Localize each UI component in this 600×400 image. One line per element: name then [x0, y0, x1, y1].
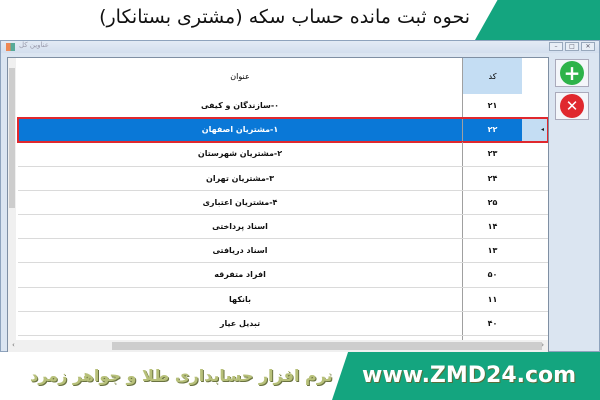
add-button[interactable]: + — [555, 59, 589, 87]
title-bar: عناوین کل – □ ✕ — [1, 41, 599, 53]
table-row[interactable]: ۱۳ اسناد دریافتی — [18, 239, 548, 264]
top-banner: نحوه ثبت مانده حساب سکه (مشتری بستانکار) — [0, 0, 600, 40]
cell-code[interactable]: ۱۳ — [462, 239, 522, 263]
cell-title[interactable]: تبدیل عیار — [219, 318, 261, 328]
banner-title: نحوه ثبت مانده حساب سکه (مشتری بستانکار) — [99, 6, 470, 28]
row-header[interactable] — [522, 288, 548, 311]
table-row[interactable]: ۵۰ افراد متفرقه — [18, 263, 548, 288]
cell-code[interactable]: ۱۴ — [462, 215, 522, 239]
window-title: عناوین کل — [19, 41, 49, 49]
banner-accent-shape — [475, 0, 600, 40]
table-row[interactable]: ۴۰ تبدیل عیار — [18, 311, 548, 336]
table-row[interactable]: ۱۴ اسناد پرداختی — [18, 215, 548, 240]
row-header[interactable] — [522, 239, 548, 262]
table-row[interactable]: ◂ ۲۲ ۱-مشتریان اصفهان — [17, 117, 548, 144]
table-row[interactable]: ۲۴ ۳-مشتریان تهران — [18, 166, 548, 191]
row-header[interactable] — [522, 142, 548, 165]
close-button[interactable]: ✕ — [581, 42, 595, 51]
slogan: نرم افزار حسابداری طلا و جواهر زمرد — [30, 366, 333, 385]
cell-title[interactable]: بانکها — [229, 294, 251, 304]
cell-title[interactable]: ۰-سازندگان و کیفی — [200, 101, 280, 111]
table-row[interactable]: ۲۵ ۴-مشتریان اعتباری — [18, 190, 548, 215]
minimize-button[interactable]: – — [549, 42, 563, 51]
grid-header: کد عنوان — [18, 58, 548, 94]
website-url[interactable]: www.ZMD24.com — [362, 363, 577, 388]
cell-title[interactable]: افراد متفرقه — [214, 270, 266, 280]
vertical-scrollbar[interactable] — [8, 58, 16, 340]
plus-icon: + — [560, 61, 584, 85]
app-icon — [6, 43, 15, 51]
table-row[interactable]: ۲۳ ۲-مشتریان شهرستان — [18, 142, 548, 167]
row-header[interactable] — [522, 167, 548, 190]
cell-code[interactable]: ۱۱ — [462, 287, 522, 311]
close-icon: ✕ — [560, 94, 584, 118]
column-header-title[interactable]: عنوان — [230, 71, 250, 81]
window: عناوین کل – □ ✕ کد عنوان ۲۱ ۰-سازندگان و… — [0, 40, 600, 353]
accounts-grid: کد عنوان ۲۱ ۰-سازندگان و کیفی ◂ ۲۲ ۱-مشتر… — [7, 57, 549, 353]
maximize-button[interactable]: □ — [565, 42, 579, 51]
bottom-banner: www.ZMD24.com نرم افزار حسابداری طلا و ج… — [0, 352, 600, 400]
row-header[interactable] — [522, 263, 548, 286]
cell-title[interactable]: اسناد پرداختی — [212, 222, 268, 232]
cell-code[interactable]: ۲۲ — [462, 118, 522, 142]
row-header[interactable] — [522, 215, 548, 238]
row-header[interactable] — [522, 191, 548, 214]
cell-code[interactable]: ۲۱ — [462, 94, 522, 118]
cell-title[interactable]: اسناد دریافتی — [212, 246, 268, 256]
cell-code[interactable]: ۲۳ — [462, 142, 522, 166]
cell-title[interactable]: ۲-مشتریان شهرستان — [197, 149, 283, 159]
cell-code[interactable]: ۵۰ — [462, 263, 522, 287]
banner-accent-shape — [332, 352, 600, 400]
row-header[interactable]: ◂ — [522, 118, 548, 142]
cell-title[interactable]: ۱-مشتریان اصفهان — [201, 125, 279, 135]
cell-title[interactable]: ۳-مشتریان تهران — [206, 173, 274, 183]
row-header[interactable] — [522, 312, 548, 335]
cell-code[interactable]: ۲۴ — [462, 166, 522, 190]
table-row[interactable]: ۱۱ بانکها — [18, 287, 548, 312]
column-header-code[interactable]: کد — [462, 58, 522, 94]
row-header[interactable] — [522, 94, 548, 117]
horizontal-scrollbar[interactable]: ‹ › — [8, 340, 548, 352]
cell-code[interactable]: ۴۰ — [462, 311, 522, 335]
delete-button[interactable]: ✕ — [555, 92, 589, 120]
cell-title[interactable]: ۴-مشتریان اعتباری — [202, 197, 278, 207]
cell-code[interactable]: ۲۵ — [462, 190, 522, 214]
table-row[interactable]: ۲۱ ۰-سازندگان و کیفی — [18, 94, 548, 119]
